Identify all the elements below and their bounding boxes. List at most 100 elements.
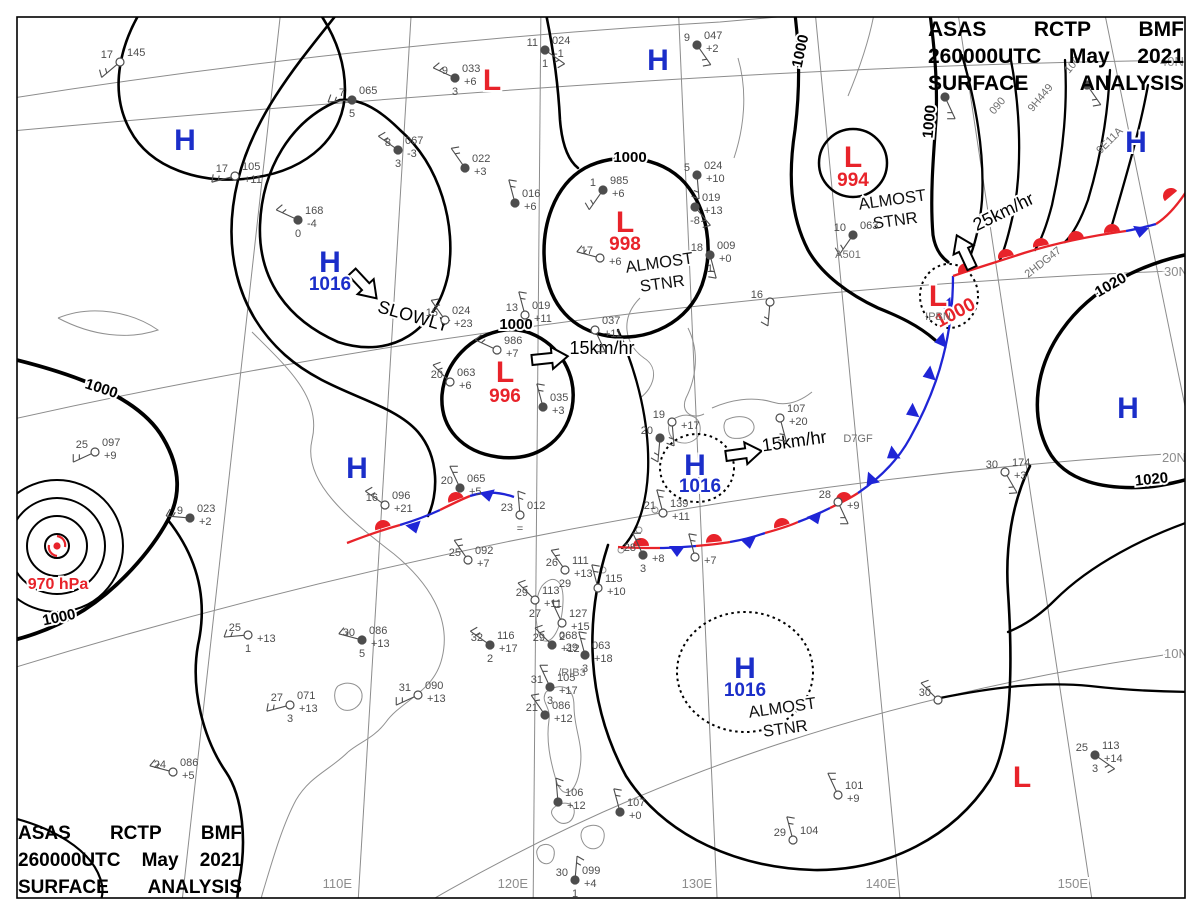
station-temp: 20	[641, 425, 653, 437]
station-pressure: 071	[297, 690, 315, 702]
wind-barb	[688, 533, 695, 554]
coastline	[651, 506, 659, 514]
low-center-symbol: L	[929, 280, 947, 313]
center-pressure-value: 1016	[309, 274, 351, 295]
isobar	[440, 327, 575, 460]
station-pressure: 063	[592, 640, 610, 652]
station-plot: 17 145	[99, 47, 145, 78]
wind-barb	[101, 64, 118, 78]
title-top-right: ASAS RCTP BMF 260000UTC May 2021 SURFACE ANALYS…	[928, 16, 1184, 97]
high-center-symbol: H	[1125, 126, 1147, 159]
typhoon-pressure-label: 970 hPa	[28, 576, 89, 593]
wind-barb	[378, 135, 396, 149]
station-pressure: 086	[180, 757, 198, 769]
station-plot: +7	[688, 533, 717, 567]
station-plot: 19 +17	[653, 409, 700, 447]
wind-barb	[276, 209, 295, 219]
coastline	[551, 802, 575, 824]
station-plot: 107+0	[613, 788, 645, 822]
wind-barb	[632, 533, 642, 552]
station-pressure: 097	[102, 437, 120, 449]
title-line-2: 260000UTC May 2021	[18, 850, 242, 871]
station-plot: 17 +6	[576, 245, 622, 268]
cold-front-symbol	[934, 332, 947, 348]
station-circle	[775, 413, 785, 423]
station-plot: 21 139+11	[644, 489, 690, 523]
center-pressure-value: 994	[837, 170, 869, 191]
isobar-label: 1000	[613, 149, 646, 166]
station-pressure: 111	[572, 555, 589, 567]
station-tendency: +5	[182, 770, 195, 782]
station-tendency: +10	[607, 586, 626, 598]
cold-front-symbol	[866, 471, 880, 486]
movement-arrow-icon	[724, 440, 764, 467]
grid-meridian	[181, 17, 281, 898]
wind-barb	[578, 631, 585, 652]
station-plot: 7 065 5	[327, 85, 377, 120]
isobar	[616, 328, 650, 550]
station-temp: 17	[216, 163, 228, 175]
station-tendency: +7	[506, 348, 519, 360]
station-pressure: 033	[462, 63, 480, 75]
station-plot: 32 116+17 2	[470, 626, 518, 665]
wind-barb	[838, 237, 852, 255]
station-tendency: +21	[394, 503, 413, 515]
station-pressure: 063	[860, 220, 878, 232]
station-temp: 16	[366, 492, 378, 504]
station-plot: 30 086+13 5	[338, 625, 390, 660]
latitude-label: 40N	[1160, 54, 1184, 69]
station-circle	[380, 500, 390, 510]
station-extra: -8	[690, 215, 700, 227]
station-extra: 1	[245, 643, 251, 655]
station-extra: 27	[529, 608, 541, 620]
warm-front-line	[695, 540, 731, 548]
station-temp: 30	[556, 867, 568, 879]
warm-front-symbol	[706, 534, 722, 543]
wind-barb	[453, 540, 467, 558]
wind-barb	[475, 339, 494, 349]
station-plot: 8 067-3 3	[378, 131, 423, 170]
station-tendency: +18	[594, 653, 613, 665]
wind-barb	[224, 634, 245, 638]
station-circle	[540, 710, 550, 720]
station-circle	[615, 807, 625, 817]
station-plot: 30 174+3	[986, 457, 1030, 495]
station-pressure: 019	[702, 192, 720, 204]
station-temp: 32	[471, 632, 483, 644]
station-pressure: 985	[610, 175, 628, 187]
wind-barb	[656, 489, 663, 510]
station-tendency: +13	[574, 568, 593, 580]
station-circle	[638, 550, 648, 560]
longitude-label: 110E	[323, 876, 353, 891]
wind-barb	[550, 550, 564, 568]
station-plot: 15 024+23	[426, 298, 473, 330]
station-circle	[520, 310, 530, 320]
grid-parallel	[17, 452, 1185, 668]
station-plot: 101+9	[827, 772, 863, 805]
station-circle	[655, 433, 665, 443]
wind-barb	[517, 491, 521, 512]
station-plot: 115+10	[591, 564, 626, 598]
station-circle	[690, 552, 700, 562]
isobar-label: 1000	[920, 104, 940, 139]
station-temp: 21	[526, 702, 538, 714]
station-circle	[593, 583, 603, 593]
isobar	[542, 156, 710, 339]
station-plot: 5 024+10	[684, 160, 725, 200]
title-line-1: ASAS RCTP BMF	[928, 18, 1184, 41]
station-extra: 5	[359, 648, 365, 660]
station-pressure: 113	[1102, 740, 1120, 752]
station-circle	[413, 690, 423, 700]
low-center-symbol: L	[483, 64, 501, 97]
station-extra: 1	[572, 888, 578, 900]
wind-barb	[518, 291, 525, 312]
station-circle	[185, 513, 195, 523]
station-circle	[515, 510, 525, 520]
wind-barb	[657, 441, 661, 462]
station-pressure: 105	[557, 672, 575, 684]
center-pressure-value: 1016	[679, 476, 721, 497]
station-plot: 25 +13 1	[223, 622, 276, 655]
station-plot: 127+15 2	[551, 600, 590, 643]
station-temp: 11	[527, 37, 538, 49]
